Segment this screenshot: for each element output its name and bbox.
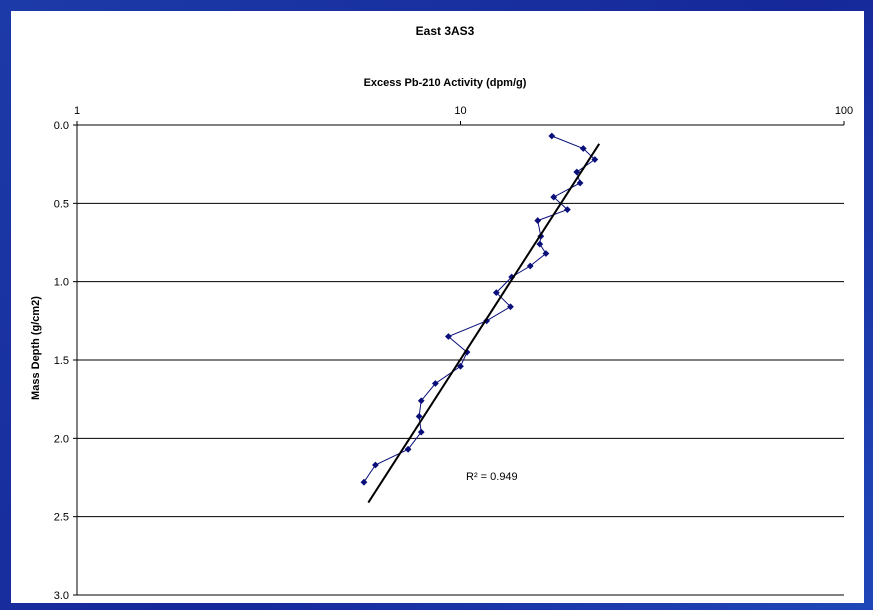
data-point-19 (431, 380, 439, 387)
x-tick-label-1: 10 (454, 105, 466, 117)
data-point-21 (415, 413, 423, 420)
data-point-1 (579, 145, 587, 152)
data-point-7 (534, 217, 542, 224)
data-point-25 (360, 478, 368, 486)
data-point-14 (507, 303, 514, 311)
series-line (363, 135, 596, 483)
data-point-0 (548, 132, 556, 140)
data-point-3 (573, 168, 581, 176)
y-tick-label-0: 0.0 (54, 120, 69, 132)
data-point-10 (542, 250, 550, 257)
trendline (367, 143, 601, 504)
chart-svg: East 3AS3 Excess Pb-210 Activity (dpm/g)… (30, 24, 853, 602)
series-layer (360, 132, 599, 486)
x-tick-label-2: 100 (835, 105, 853, 117)
data-point-22 (417, 428, 425, 436)
y-tick-label-2: 1.0 (54, 277, 69, 289)
r-squared-label: R² = 0.949 (466, 471, 518, 483)
data-point-13 (492, 289, 500, 297)
data-point-6 (564, 206, 571, 213)
data-point-20 (417, 397, 425, 405)
data-point-4 (576, 179, 584, 187)
y-tick-label-3: 1.5 (54, 355, 69, 367)
x-axis-label: Excess Pb-210 Activity (dpm/g) (364, 77, 527, 89)
data-point-12 (508, 273, 516, 281)
data-point-18 (457, 362, 464, 370)
chart-panel: East 3AS3 Excess Pb-210 Activity (dpm/g)… (11, 11, 864, 603)
data-point-16 (445, 333, 452, 340)
y-axis-label: Mass Depth (g/cm2) (30, 296, 42, 400)
y-tick-label-1: 0.5 (54, 198, 69, 210)
y-tick-label-6: 3.0 (54, 590, 69, 602)
data-point-23 (404, 445, 412, 453)
y-tick-label-5: 2.5 (54, 512, 69, 524)
axis-layer: 0.0 0.5 1.0 1.5 2.0 2.5 3.0 1 10 100 (54, 105, 853, 602)
data-point-2 (591, 156, 599, 163)
x-tick-label-0: 1 (74, 105, 80, 117)
data-point-9 (536, 240, 544, 248)
grid-layer (77, 124, 844, 596)
chart-title: East 3AS3 (416, 24, 475, 38)
trend-layer (367, 143, 601, 504)
data-point-5 (550, 193, 558, 201)
y-tick-label-4: 2.0 (54, 433, 69, 445)
data-point-24 (372, 461, 379, 469)
